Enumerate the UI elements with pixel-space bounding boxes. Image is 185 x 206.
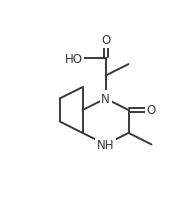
Text: O: O (101, 34, 110, 47)
Text: HO: HO (65, 53, 83, 66)
Text: NH: NH (97, 138, 114, 151)
Text: N: N (101, 92, 110, 105)
Text: O: O (147, 104, 156, 117)
